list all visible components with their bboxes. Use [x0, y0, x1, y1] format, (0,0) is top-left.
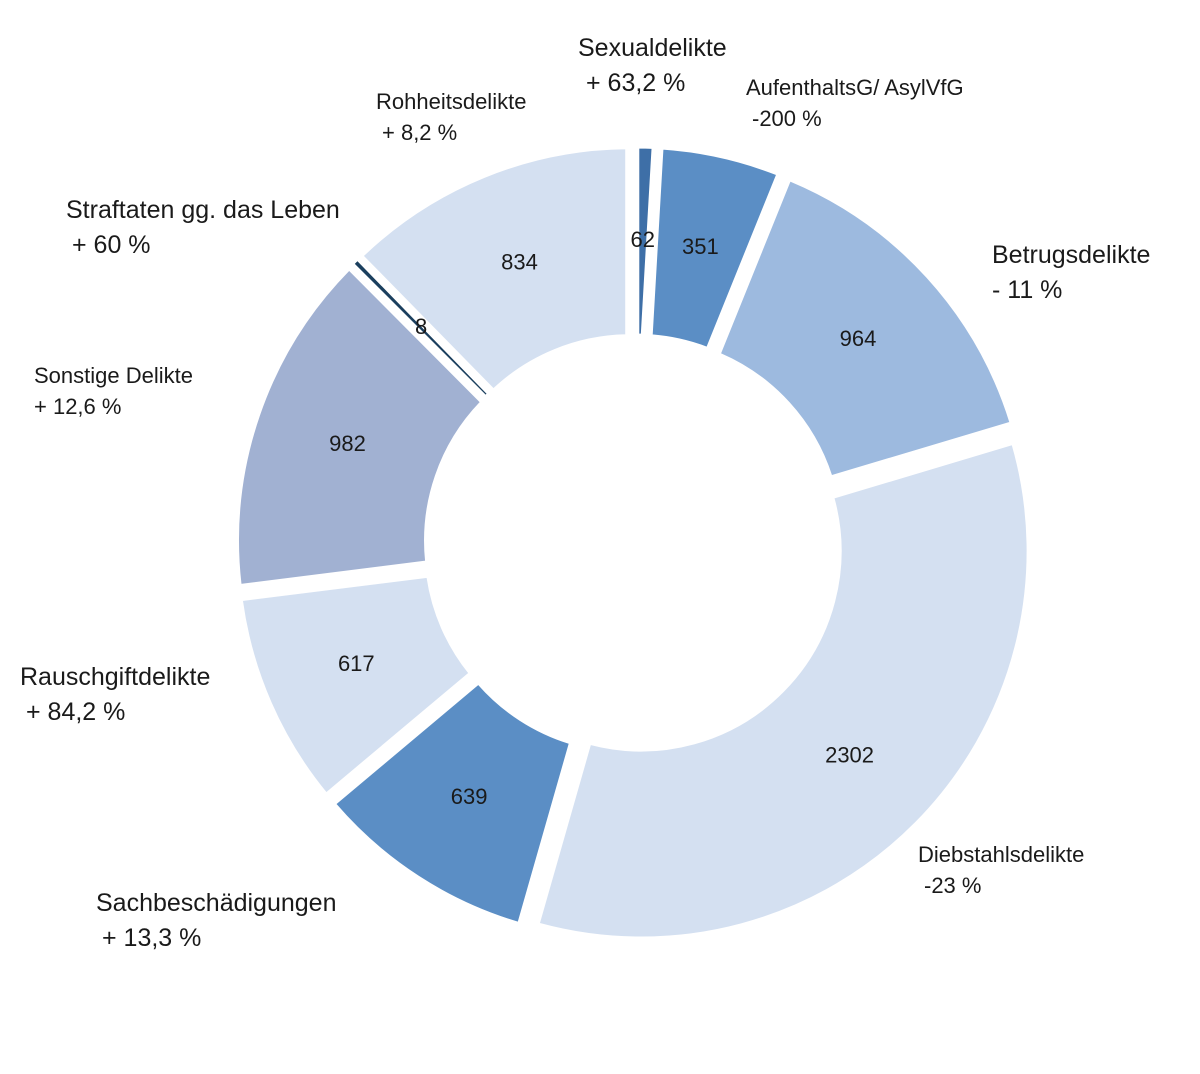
category-change-label: + 8,2 % [382, 120, 457, 145]
slice-value-label: 62 [630, 227, 654, 252]
slice-value-label: 2302 [825, 743, 874, 768]
category-change-label: + 63,2 % [586, 69, 685, 97]
value-labels-layer: 62 351 964 2302 639 617 982 8 834 [329, 227, 876, 809]
category-labels-layer: Sexualdelikte + 63,2 % AufenthaltsG/ AsylV… [20, 34, 1150, 952]
category-change-label: + 12,6 % [34, 394, 121, 419]
category-label: Betrugsdelikte [992, 241, 1150, 269]
slices-layer [238, 147, 1028, 938]
slice-value-label: 8 [415, 314, 427, 339]
slice-straftaten-gg-das-leben [353, 259, 488, 397]
category-change-label: + 84,2 % [26, 698, 125, 726]
category-change-label: -23 % [924, 873, 981, 898]
slice-value-label: 351 [682, 234, 719, 259]
slice-sonstige-delikte [238, 269, 482, 585]
category-label: Sonstige Delikte [34, 363, 193, 388]
slice-diebstahlsdelikte [538, 444, 1028, 938]
category-label: AufenthaltsG/ AsylVfG [746, 75, 964, 100]
category-label: Sachbeschädigungen [96, 889, 336, 917]
category-change-label: + 13,3 % [102, 924, 201, 952]
slice-value-label: 964 [840, 326, 877, 351]
category-change-label: - 11 % [992, 276, 1062, 304]
slice-rauschgiftdelikte [241, 576, 470, 794]
slice-value-label: 834 [501, 249, 538, 274]
category-label: Straftaten gg. das Leben [66, 196, 340, 224]
category-label: Rauschgiftdelikte [20, 663, 210, 691]
category-label: Diebstahlsdelikte [918, 842, 1084, 867]
category-label: Rohheitsdelikte [376, 89, 526, 114]
category-change-label: + 60 % [72, 231, 151, 259]
slice-rohheitsdelikte [362, 148, 627, 390]
slice-sachbeschädigungen [335, 683, 570, 923]
slice-value-label: 617 [338, 651, 375, 676]
slice-betrugsdelikte [719, 180, 1011, 477]
category-change-label: -200 % [752, 106, 822, 131]
slice-value-label: 982 [329, 431, 366, 456]
slice-aufenthaltsg-asylvfg [651, 148, 778, 348]
category-label: Sexualdelikte [578, 34, 727, 62]
slice-sexualdelikte [638, 147, 653, 335]
slice-value-label: 639 [451, 784, 488, 809]
